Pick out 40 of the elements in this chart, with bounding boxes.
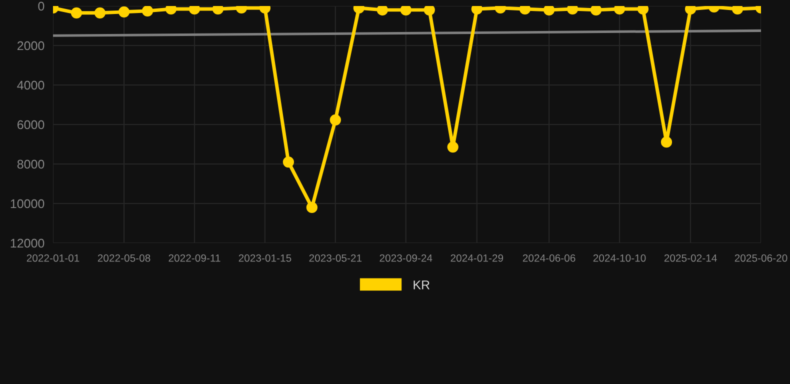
point <box>566 6 578 15</box>
point <box>684 6 696 15</box>
point <box>142 6 154 16</box>
point <box>590 6 602 16</box>
point <box>400 6 412 16</box>
y-tick-label: 10000 <box>10 199 44 208</box>
point <box>282 156 294 168</box>
x-tick-label: 2022-05-08 <box>98 254 150 262</box>
y-tick-label: 4000 <box>17 80 44 90</box>
y-tick-label: 2000 <box>17 41 44 50</box>
point <box>376 6 388 16</box>
point <box>165 6 177 15</box>
legend-label: KR <box>414 280 430 290</box>
y-tick-label: 8000 <box>17 160 44 169</box>
point <box>188 6 200 15</box>
y-tick-label: 0 <box>38 2 44 11</box>
point <box>306 202 318 214</box>
point <box>447 141 458 153</box>
x-tick-label: 2022-01-01 <box>26 254 80 262</box>
x-tick-label: 2023-01-15 <box>238 254 292 262</box>
point <box>660 136 672 148</box>
point <box>212 6 224 15</box>
x-tick-label: 2024-10-10 <box>593 254 646 262</box>
point <box>637 6 649 15</box>
point <box>543 6 555 16</box>
point <box>614 6 626 15</box>
x-tick-label: 2025-06-20 <box>734 254 788 262</box>
y-tick-label: 12000 <box>10 238 44 248</box>
x-tick-label: 2024-01-29 <box>450 254 504 262</box>
point <box>732 6 744 15</box>
x-tick-label: 2023-09-24 <box>380 254 432 262</box>
x-tick-label: 2022-09-11 <box>168 254 220 262</box>
y-tick-label: 6000 <box>17 120 44 130</box>
point <box>519 6 531 15</box>
point <box>471 6 482 15</box>
x-tick-label: 2023-05-21 <box>309 254 362 262</box>
point <box>330 114 341 126</box>
x-tick-label: 2024-06-06 <box>522 254 576 262</box>
point <box>424 6 435 16</box>
x-tick-label: 2025-02-14 <box>664 254 717 262</box>
